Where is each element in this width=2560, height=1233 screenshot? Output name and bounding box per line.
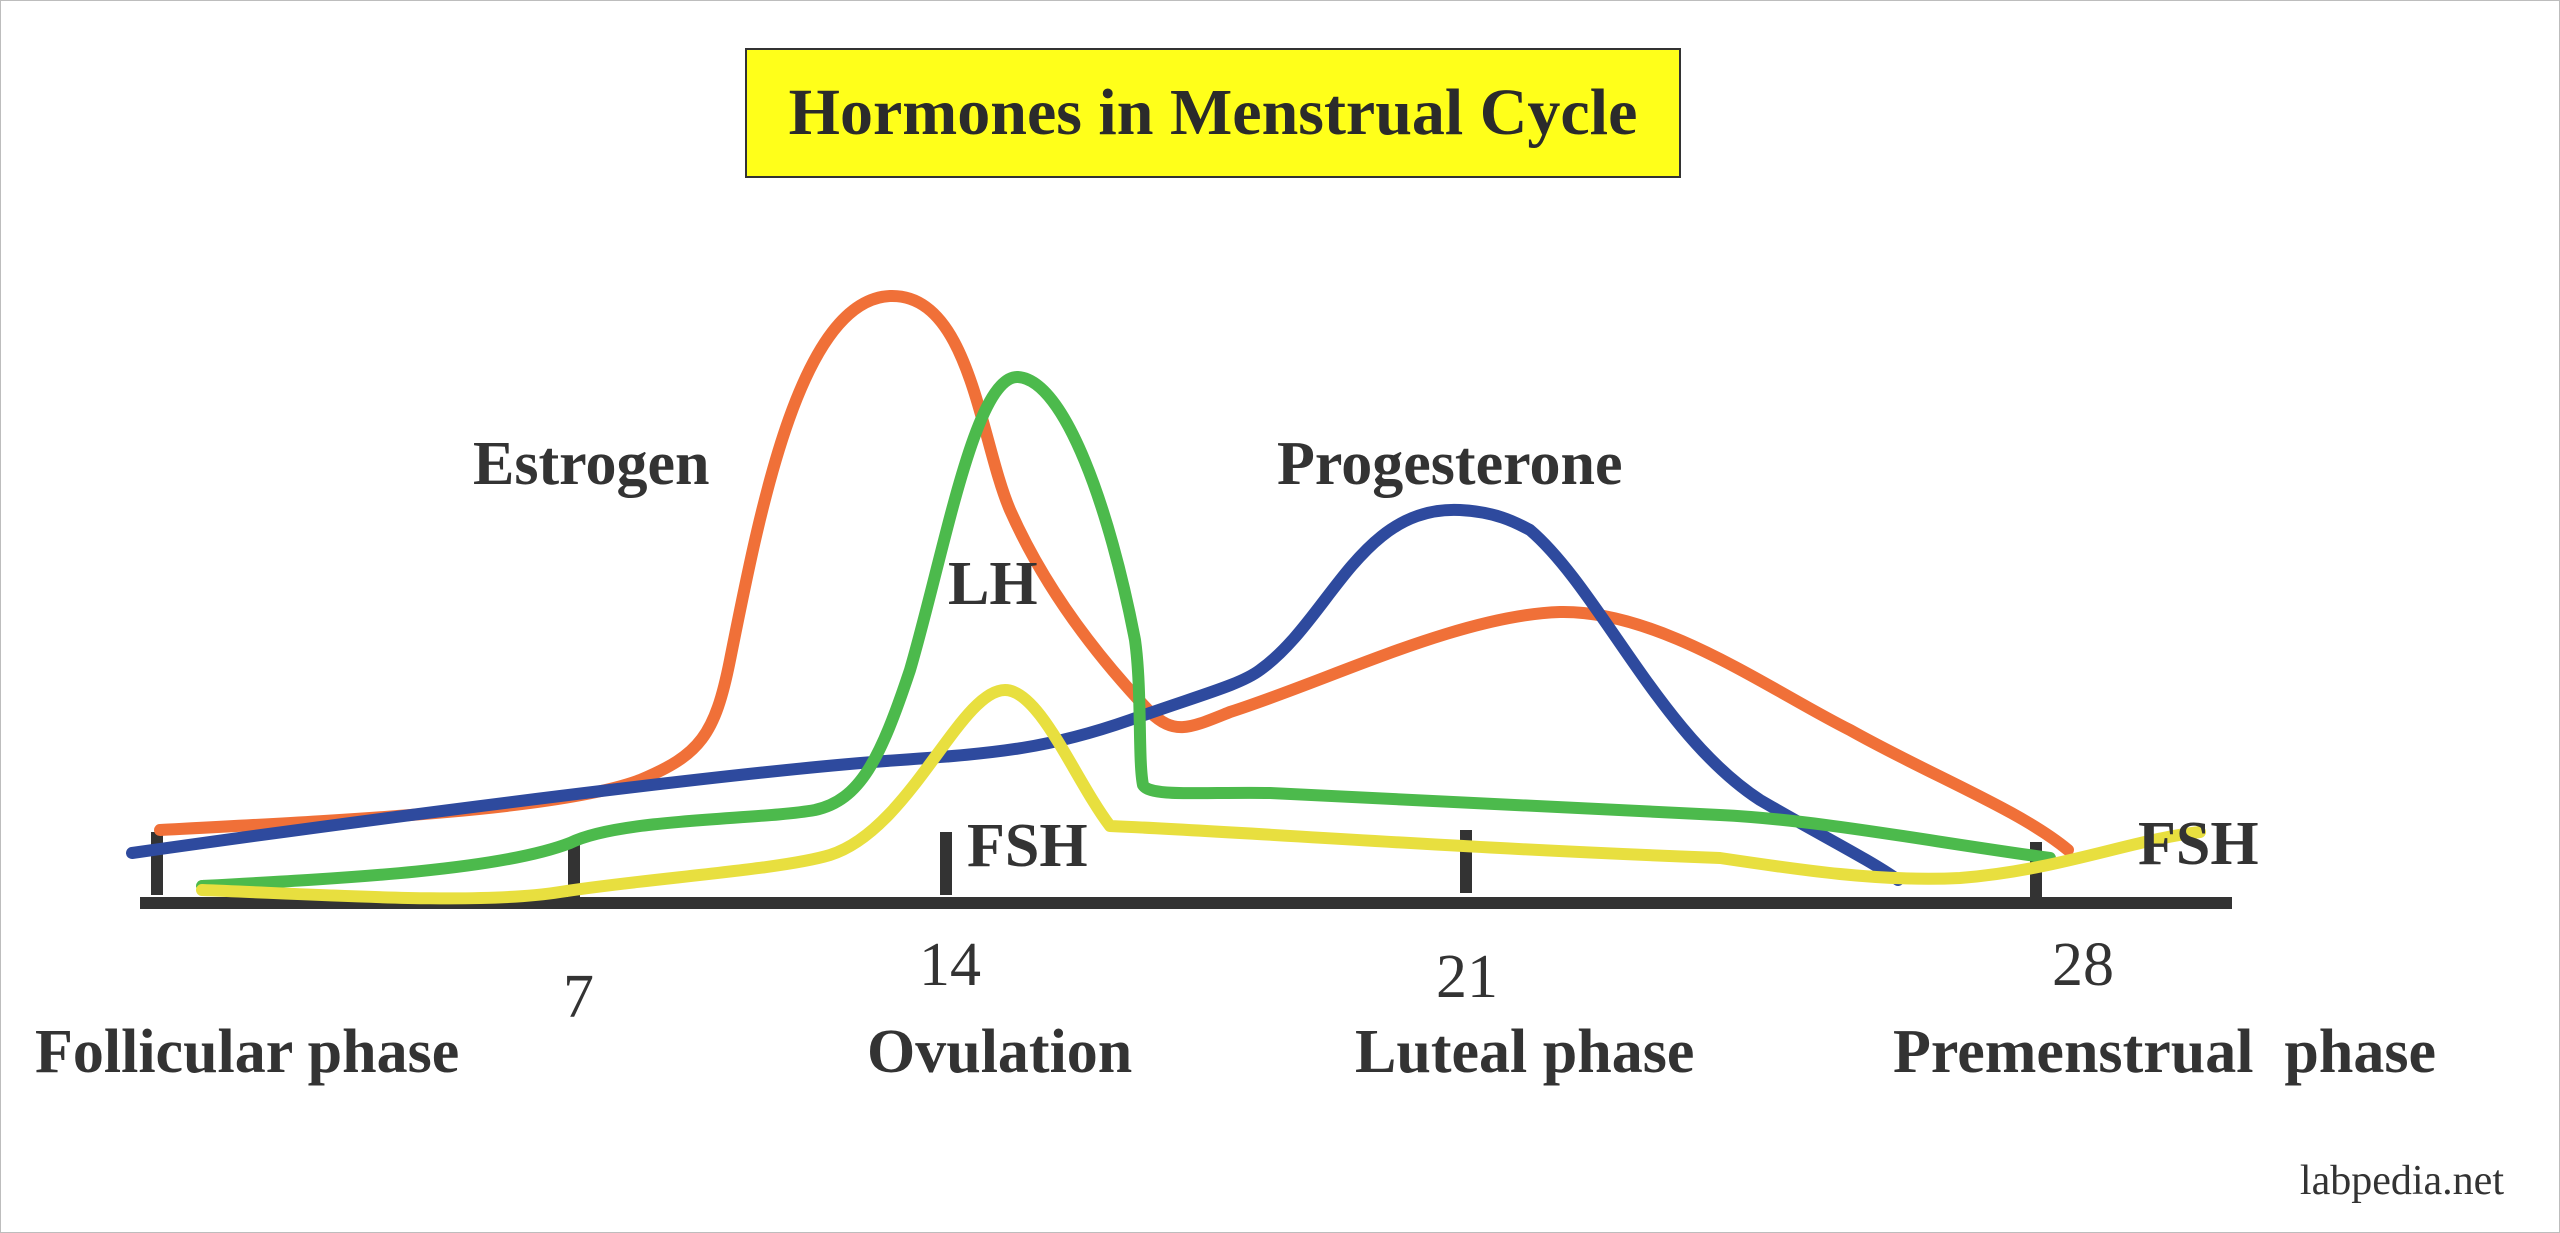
lh-curve xyxy=(196,370,2056,892)
progesterone-curve xyxy=(126,503,1904,886)
fsh-mid-label: FSH xyxy=(967,812,1088,880)
estrogen-label: Estrogen xyxy=(473,430,710,498)
phase-ovulation-label: Ovulation xyxy=(867,1018,1132,1086)
progesterone-label: Progesterone xyxy=(1277,430,1622,498)
estrogen-curve xyxy=(154,289,2074,856)
tick-label-7: 7 xyxy=(563,963,594,1031)
lh-label: LH xyxy=(948,550,1038,618)
tick-label-14: 14 xyxy=(919,931,981,999)
phase-follicular-label: Follicular phase xyxy=(35,1018,459,1086)
tick-label-28: 28 xyxy=(2052,931,2114,999)
fsh-curve xyxy=(196,684,2206,905)
fsh-end-label: FSH xyxy=(2138,810,2259,878)
title-box: Hormones in Menstrual Cycle xyxy=(745,48,1681,178)
chart-title: Hormones in Menstrual Cycle xyxy=(788,76,1638,149)
phase-premenstrual-label: Premenstrual phase xyxy=(1893,1018,2436,1086)
tick-label-21: 21 xyxy=(1436,943,1498,1011)
phase-luteal-label: Luteal phase xyxy=(1355,1018,1694,1086)
watermark: labpedia.net xyxy=(2299,1158,2504,1204)
